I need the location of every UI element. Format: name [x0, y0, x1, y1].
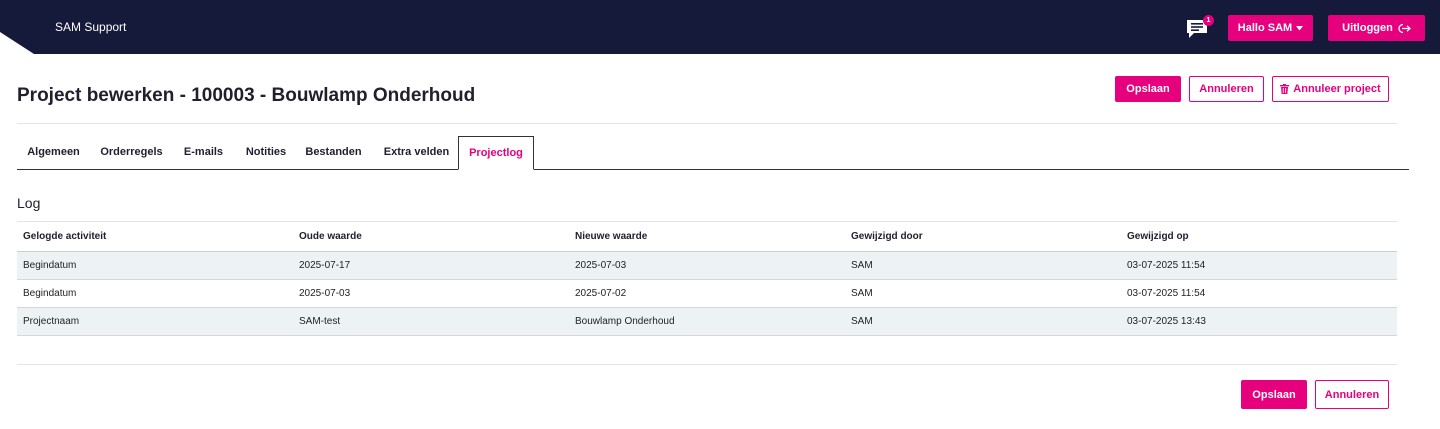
column-header: Nieuwe waarde: [569, 221, 845, 252]
brand-name: SAM Support: [55, 20, 127, 34]
tab-bar: Algemeen Orderregels E-mails Notities Be…: [17, 136, 1409, 170]
cancel-button[interactable]: Annuleren: [1189, 76, 1264, 102]
log-table: Gelogde activiteit Oude waarde Nieuwe wa…: [17, 221, 1397, 336]
save-button[interactable]: Opslaan: [1115, 76, 1181, 102]
brand-corner-shape: [0, 32, 34, 54]
table-cell: Projectnaam: [17, 307, 293, 336]
table-cell: Begindatum: [17, 279, 293, 308]
table-cell: 03-07-2025 13:43: [1121, 307, 1397, 336]
table-cell: 2025-07-02: [569, 279, 845, 308]
table-cell: 03-07-2025 11:54: [1121, 251, 1397, 280]
column-header: Oude waarde: [293, 221, 569, 252]
column-header: Gewijzigd door: [845, 221, 1121, 252]
table-cell: SAM-test: [293, 307, 569, 336]
user-menu-label: Hallo SAM: [1237, 22, 1293, 34]
footer-save-label: Opslaan: [1252, 388, 1296, 401]
table-cell: SAM: [845, 279, 1121, 308]
logout-label: Uitloggen: [1342, 22, 1393, 34]
table-cell: 2025-07-03: [293, 279, 569, 308]
page-title: Project bewerken - 100003 - Bouwlamp Ond…: [17, 85, 476, 106]
tab-projectlog[interactable]: Projectlog: [458, 136, 534, 170]
column-header: Gewijzigd op: [1121, 221, 1397, 252]
notification-badge: 1: [1203, 15, 1214, 26]
table-row: Projectnaam SAM-test Bouwlamp Onderhoud …: [17, 307, 1397, 336]
cancel-project-label: Annuleer project: [1293, 83, 1381, 95]
logout-button[interactable]: Uitloggen: [1328, 15, 1425, 41]
table-cell: 2025-07-17: [293, 251, 569, 280]
table-row: Begindatum 2025-07-17 2025-07-03 SAM 03-…: [17, 251, 1397, 280]
tab-extra-velden[interactable]: Extra velden: [383, 146, 450, 158]
footer-cancel-button[interactable]: Annuleren: [1315, 380, 1389, 409]
table-row: Begindatum 2025-07-03 2025-07-02 SAM 03-…: [17, 279, 1397, 308]
cancel-project-button[interactable]: Annuleer project: [1272, 76, 1389, 102]
tab-algemeen[interactable]: Algemeen: [27, 146, 80, 158]
footer-save-button[interactable]: Opslaan: [1241, 380, 1307, 409]
tab-orderregels[interactable]: Orderregels: [100, 146, 163, 158]
log-section-title: Log: [17, 195, 41, 211]
save-label: Opslaan: [1126, 83, 1170, 95]
footer-cancel-label: Annuleren: [1324, 388, 1380, 401]
table-header-row: Gelogde activiteit Oude waarde Nieuwe wa…: [17, 221, 1397, 252]
tab-e-mails[interactable]: E-mails: [183, 146, 224, 158]
table-cell: Begindatum: [17, 251, 293, 280]
cancel-label: Annuleren: [1199, 83, 1254, 95]
title-divider: [17, 123, 1397, 124]
column-header: Gelogde activiteit: [17, 221, 293, 252]
top-navigation-bar: SAM Support 1 Hallo SAM Uitloggen: [0, 0, 1440, 54]
table-cell: Bouwlamp Onderhoud: [569, 307, 845, 336]
caret-down-icon: [1296, 22, 1304, 34]
footer-divider: [17, 364, 1397, 365]
messages-icon[interactable]: [1186, 18, 1210, 40]
tab-notities[interactable]: Notities: [245, 146, 287, 158]
user-menu-button[interactable]: Hallo SAM: [1228, 15, 1313, 41]
tab-bestanden[interactable]: Bestanden: [305, 146, 362, 158]
table-cell: 03-07-2025 11:54: [1121, 279, 1397, 308]
table-cell: SAM: [845, 251, 1121, 280]
sign-out-icon: [1397, 22, 1411, 34]
table-cell: SAM: [845, 307, 1121, 336]
trash-icon: [1280, 83, 1290, 95]
table-cell: 2025-07-03: [569, 251, 845, 280]
